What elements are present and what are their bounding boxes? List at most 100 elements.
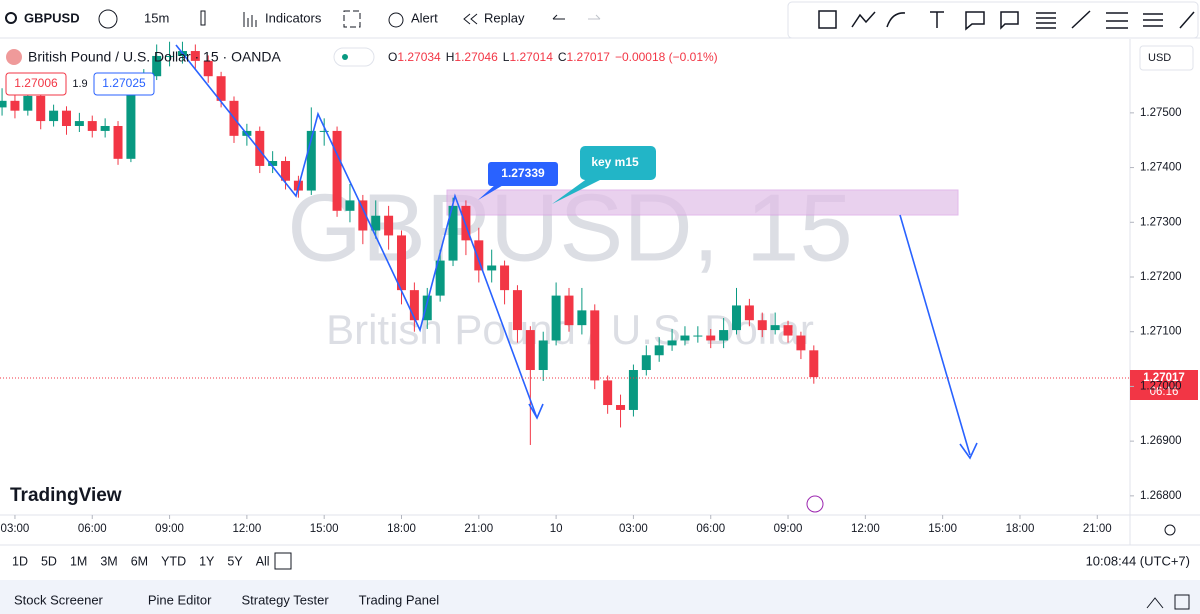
candle-body <box>474 240 484 271</box>
ask: 1.27025 <box>102 76 146 90</box>
candle-body <box>409 290 419 321</box>
note-pointer <box>552 178 604 204</box>
symbol-flag <box>6 49 22 65</box>
indicators-button[interactable]: Indicators <box>265 10 322 25</box>
currency: USD <box>1148 52 1171 64</box>
candle-body <box>0 100 7 108</box>
layouts-icon[interactable] <box>343 10 361 28</box>
range-button[interactable]: YTD <box>161 554 186 568</box>
panel-tab[interactable]: Pine Editor <box>148 592 212 607</box>
panel-tab[interactable]: Stock Screener <box>14 592 104 607</box>
replay-icon[interactable] <box>463 13 478 25</box>
candle-body <box>113 125 123 159</box>
countdown: 06:16 <box>1150 386 1179 398</box>
symbol[interactable]: GBPUSD <box>24 10 80 25</box>
price-tag-pointer <box>478 184 505 200</box>
candle-body <box>216 76 226 101</box>
chart-type-icon[interactable] <box>200 10 206 26</box>
candle-body <box>10 100 20 111</box>
indicators-icon[interactable] <box>243 12 257 27</box>
candle-body <box>641 355 651 371</box>
date-range-icon[interactable] <box>274 552 292 570</box>
candle-body <box>74 121 84 126</box>
alert-icon[interactable] <box>388 12 404 28</box>
candle-body <box>680 335 690 341</box>
y-tick-label: 1.27300 <box>1140 216 1182 228</box>
candle-body <box>448 205 458 261</box>
candle-body <box>616 405 626 410</box>
ohlc-label: H <box>446 50 455 64</box>
redo[interactable] <box>588 14 601 20</box>
range-button[interactable]: 5Y <box>227 554 243 568</box>
note-callout[interactable] <box>580 146 656 180</box>
candle-body <box>255 130 265 166</box>
note-text: key m15 <box>591 155 639 169</box>
candle-body <box>61 110 71 126</box>
currency-select[interactable] <box>1139 45 1194 71</box>
events-icon[interactable] <box>806 495 824 513</box>
range-button[interactable]: 3M <box>100 554 117 568</box>
range-button[interactable]: 1Y <box>199 554 215 568</box>
candle-body <box>654 345 664 356</box>
candle-body <box>87 121 97 131</box>
x-tick-label: 18:00 <box>387 523 416 535</box>
panel-toggle[interactable] <box>1146 597 1164 609</box>
panel-tab[interactable]: Trading Panel <box>359 592 440 607</box>
candle-body <box>603 380 613 406</box>
replay-button[interactable]: Replay <box>484 10 525 25</box>
last-price-badge <box>1130 370 1198 400</box>
candle-body <box>332 130 342 211</box>
range-button[interactable]: All <box>256 554 270 568</box>
interval[interactable]: 15m <box>144 10 169 25</box>
ohlc-value: 1.27046 <box>454 50 498 64</box>
sell-button[interactable] <box>5 72 67 96</box>
x-tick-label: 18:00 <box>1006 523 1035 535</box>
candle-body <box>551 295 561 341</box>
candle-body <box>152 55 162 77</box>
range-button[interactable]: 1D <box>12 554 28 568</box>
candle-body <box>590 310 600 381</box>
candle-body <box>487 265 497 271</box>
ohlc-value: 1.27034 <box>397 50 441 64</box>
range-button[interactable]: 5D <box>41 554 57 568</box>
candle-body <box>190 51 200 61</box>
candle-body <box>100 125 110 131</box>
candle-body <box>358 200 368 231</box>
candle-body <box>319 130 329 132</box>
key-zone[interactable] <box>446 189 959 216</box>
logo: TradingView <box>10 485 122 506</box>
candle-body <box>783 325 793 336</box>
candle-body <box>731 305 741 331</box>
price-tag[interactable] <box>488 162 558 186</box>
drawing-tools[interactable] <box>818 10 1195 31</box>
x-tick-label: 15:00 <box>310 523 339 535</box>
trend-drawing[interactable] <box>175 44 978 460</box>
undo[interactable] <box>552 14 565 20</box>
candle-body <box>796 335 806 351</box>
candle-body <box>23 95 33 111</box>
panel-maximize[interactable] <box>1174 594 1190 610</box>
range-button[interactable]: 6M <box>131 554 148 568</box>
range-button[interactable]: 1M <box>70 554 87 568</box>
alert-button[interactable]: Alert <box>411 10 438 25</box>
last-price: 1.27017 <box>1143 372 1185 384</box>
chart-pane[interactable] <box>0 39 1130 515</box>
add-symbol[interactable] <box>98 9 118 29</box>
y-tick-label: 1.27400 <box>1140 162 1182 174</box>
ohlc-value: 1.27014 <box>509 50 553 64</box>
ohlc-label: O <box>388 50 397 64</box>
axis-settings[interactable] <box>1164 524 1176 536</box>
ohlc-label: C <box>558 50 567 64</box>
search-icon[interactable] <box>5 12 17 24</box>
x-tick-label: 09:00 <box>155 523 184 535</box>
market-status[interactable] <box>333 47 375 67</box>
candle-body <box>49 110 59 122</box>
buy-button[interactable] <box>93 72 155 96</box>
bottom-panel-bar <box>0 580 1200 614</box>
candle-body <box>165 55 175 57</box>
candle-body <box>693 335 703 337</box>
candle-body <box>667 340 677 346</box>
panel-tab[interactable]: Strategy Tester <box>241 592 329 607</box>
drawing-toolbar <box>787 1 1199 39</box>
clock[interactable]: 10:08:44 (UTC+7) <box>1086 553 1190 568</box>
